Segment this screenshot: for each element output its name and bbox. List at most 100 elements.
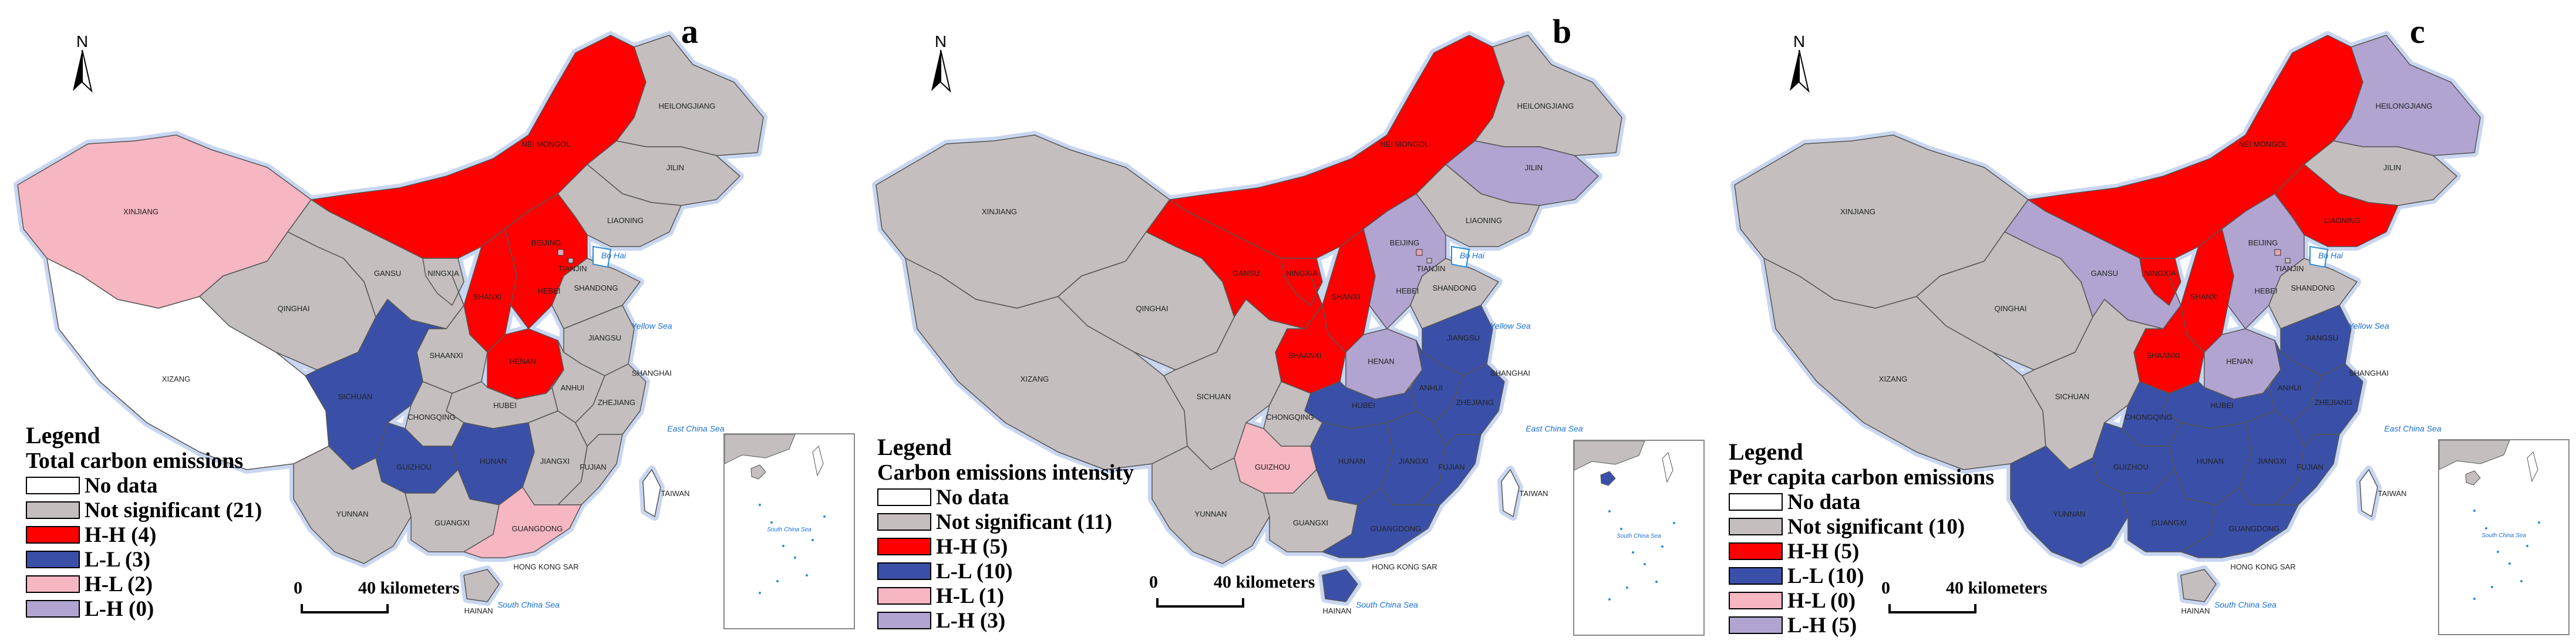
- label-anhui: ANHUI: [561, 383, 584, 392]
- label-jiangsu: JIANGSU: [2305, 333, 2338, 342]
- province-yunnan: [293, 446, 412, 564]
- scale-bar-line: [1888, 604, 1976, 613]
- legend-label: H-H (4): [85, 522, 157, 547]
- sea-label-bo-hai: Bo Hai: [601, 251, 627, 260]
- legend-swatch: [26, 526, 80, 544]
- label-liaoning: LIAONING: [2324, 216, 2361, 225]
- label-gansu: GANSU: [2091, 269, 2118, 278]
- label-ningxia: NINGXIA: [1286, 269, 1318, 278]
- label-gansu: GANSU: [1233, 269, 1260, 278]
- province-guangdong: [1322, 487, 1440, 558]
- label-guizhou: GUIZHOU: [396, 463, 432, 471]
- legend-label: L-H (0): [85, 596, 154, 621]
- label-hainan: HAINAN: [1322, 606, 1351, 615]
- legend-item: H-L (1): [877, 584, 1134, 608]
- label-hong-kong: HONG KONG SAR: [2230, 562, 2295, 571]
- bohai-water: [592, 245, 612, 268]
- label-taiwan: TAIWAN: [2378, 489, 2406, 498]
- label-guangdong: GUANGDONG: [1371, 524, 1422, 533]
- bohai-water: [1451, 245, 1470, 268]
- panel-letter: b: [1553, 12, 1572, 50]
- label-neimenggu: NEI MONGOL: [521, 140, 570, 149]
- legend-item: H-H (4): [26, 522, 262, 547]
- legend-item: L-H (5): [1729, 613, 1994, 638]
- legend-swatch: [26, 575, 80, 593]
- china-map: XINJIANG XIZANG QINGHAI GANSU NEI MONGOL HEIL…: [1730, 31, 2484, 615]
- label-guizhou: GUIZHOU: [1255, 463, 1290, 471]
- scale-zero: 0: [1881, 578, 1890, 598]
- legend-label: No data: [1787, 490, 1861, 514]
- legend-label: H-H (5): [936, 534, 1008, 559]
- legend-item: H-L (0): [1729, 588, 1994, 613]
- sea-label-bo-hai: Bo Hai: [1460, 251, 1485, 260]
- label-liaoning: LIAONING: [1466, 216, 1502, 225]
- legend-swatch: [877, 488, 931, 506]
- label-anhui: ANHUI: [1419, 383, 1443, 392]
- label-shaanxi: SHAANXI: [2146, 351, 2180, 360]
- label-shandong: SHANDONG: [2291, 284, 2335, 292]
- north-label: N: [76, 32, 89, 50]
- legend-heading: Legend: [877, 434, 952, 460]
- svg-text:South China Sea: South China Sea: [2481, 532, 2526, 539]
- scale-bar-line: [1156, 598, 1244, 608]
- label-hebei: HEBEI: [537, 286, 560, 295]
- south-china-sea-inset: South China Sea: [2438, 439, 2570, 635]
- province-ningxia: [2139, 258, 2181, 306]
- legend-swatch: [1729, 542, 1783, 560]
- scale-text: 40 kilometers: [358, 578, 460, 598]
- scale-bar-line: [301, 604, 389, 613]
- label-guangxi: GUANGXI: [2151, 518, 2187, 527]
- legend-label: L-H (3): [936, 608, 1006, 633]
- label-neimenggu: NEI MONGOL: [1380, 140, 1429, 149]
- legend-heading: Legend: [26, 422, 100, 449]
- label-hong-kong: HONG KONG SAR: [513, 562, 578, 571]
- legend-swatch: [1729, 493, 1783, 511]
- label-shanghai: SHANGHAI: [2349, 369, 2389, 377]
- legend-swatch: [877, 612, 931, 629]
- label-taiwan: TAIWAN: [661, 489, 689, 498]
- label-jilin: JILIN: [666, 163, 684, 172]
- south-china-sea-inset: South China Sea: [1573, 440, 1705, 636]
- label-shanghai: SHANGHAI: [1490, 369, 1530, 377]
- sea-label-east-china: East China Sea: [667, 424, 724, 433]
- label-zhejiang: ZHEJIANG: [2315, 398, 2352, 407]
- label-jilin: JILIN: [2383, 163, 2401, 172]
- legend-title: Carbon emissions intensity: [877, 460, 1134, 485]
- legend-swatch: [26, 551, 80, 568]
- label-zhejiang: ZHEJIANG: [598, 398, 635, 407]
- label-fujian: FUJIAN: [580, 463, 607, 471]
- province-guangdong: [463, 487, 582, 558]
- label-guangdong: GUANGDONG: [2229, 524, 2280, 533]
- legend-label: Not significant (10): [1787, 514, 1965, 539]
- label-guangxi: GUANGXI: [1293, 518, 1328, 527]
- label-sichuan: SICHUAN: [338, 392, 373, 401]
- legend-label: Not significant (11): [936, 510, 1113, 534]
- legend-label: No data: [85, 473, 158, 498]
- label-xinjiang: XINJIANG: [123, 207, 159, 216]
- province-yunnan: [1151, 446, 1270, 564]
- label-sichuan: SICHUAN: [2055, 392, 2090, 401]
- scale-zero: 0: [1149, 572, 1158, 592]
- label-ningxia: NINGXIA: [2144, 269, 2176, 278]
- label-jiangxi: JIANGXI: [540, 457, 570, 466]
- beijing-marker: [557, 249, 564, 256]
- legend-swatch: [1729, 518, 1783, 535]
- label-beijing: BEIJING: [531, 238, 561, 247]
- label-tianjin: TIANJIN: [558, 264, 587, 273]
- map-panel-c: XINJIANG XIZANG QINGHAI GANSU NEI MONGOL HEIL…: [1717, 0, 2575, 644]
- label-heilongjiang: HEILONGJIANG: [659, 102, 716, 110]
- label-hubei: HUBEI: [2210, 401, 2234, 410]
- province-ningxia: [1281, 258, 1323, 306]
- label-yunnan: YUNNAN: [2053, 510, 2086, 518]
- province-guangdong: [2180, 487, 2299, 558]
- label-hainan: HAINAN: [2181, 606, 2210, 615]
- legend-item: H-H (5): [877, 534, 1134, 559]
- legend-heading: Legend: [1729, 439, 1803, 465]
- label-anhui: ANHUI: [2278, 383, 2301, 392]
- label-henan: HENAN: [1368, 357, 1395, 366]
- label-shaanxi: SHAANXI: [1288, 351, 1321, 360]
- label-hunan: HUNAN: [1338, 457, 1365, 466]
- legend-item: No data: [26, 473, 262, 498]
- legend-label: No data: [936, 485, 1009, 510]
- label-xizang: XIZANG: [1021, 375, 1049, 383]
